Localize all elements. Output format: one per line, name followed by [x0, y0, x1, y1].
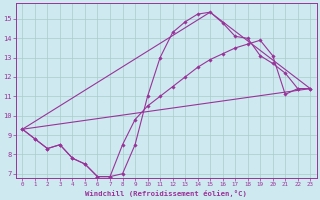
X-axis label: Windchill (Refroidissement éolien,°C): Windchill (Refroidissement éolien,°C)	[85, 190, 247, 197]
